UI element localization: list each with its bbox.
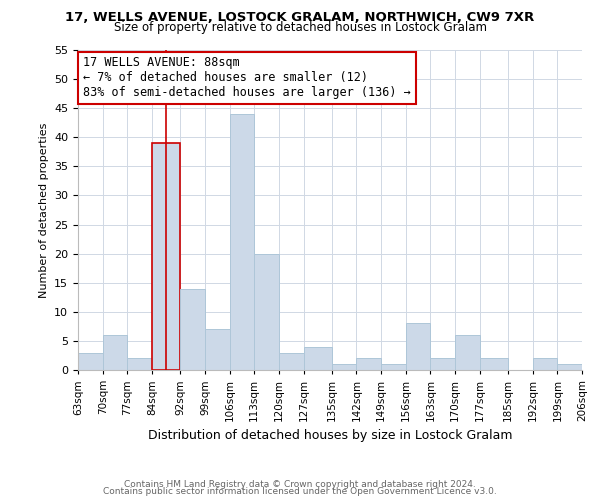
Bar [356,358,381,370]
Bar [127,358,152,370]
Bar [78,352,103,370]
Bar [279,352,304,370]
Text: 17, WELLS AVENUE, LOSTOCK GRALAM, NORTHWICH, CW9 7XR: 17, WELLS AVENUE, LOSTOCK GRALAM, NORTHW… [65,11,535,24]
Bar [381,364,406,370]
Bar [180,288,205,370]
Bar [254,254,279,370]
X-axis label: Distribution of detached houses by size in Lostock Gralam: Distribution of detached houses by size … [148,430,512,442]
Bar [304,346,332,370]
Bar [557,364,582,370]
Text: Contains public sector information licensed under the Open Government Licence v3: Contains public sector information licen… [103,487,497,496]
Bar [332,364,356,370]
Bar [230,114,254,370]
Bar [205,330,230,370]
Text: 17 WELLS AVENUE: 88sqm
← 7% of detached houses are smaller (12)
83% of semi-deta: 17 WELLS AVENUE: 88sqm ← 7% of detached … [83,56,411,100]
Bar [430,358,455,370]
Bar [152,143,180,370]
Bar [455,335,480,370]
Bar [533,358,557,370]
Bar [406,324,430,370]
Text: Size of property relative to detached houses in Lostock Gralam: Size of property relative to detached ho… [113,21,487,34]
Y-axis label: Number of detached properties: Number of detached properties [38,122,49,298]
Text: Contains HM Land Registry data © Crown copyright and database right 2024.: Contains HM Land Registry data © Crown c… [124,480,476,489]
Bar [103,335,127,370]
Bar [480,358,508,370]
